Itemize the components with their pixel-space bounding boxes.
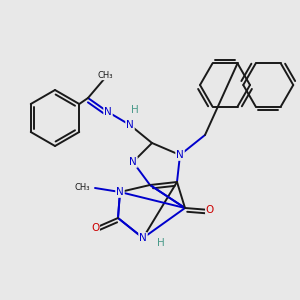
Text: N: N	[104, 107, 112, 117]
Text: N: N	[116, 187, 124, 197]
Text: N: N	[129, 157, 137, 167]
Text: N: N	[139, 233, 147, 243]
Text: H: H	[157, 238, 165, 248]
Text: O: O	[91, 223, 99, 233]
Text: O: O	[206, 205, 214, 215]
Text: H: H	[131, 105, 139, 115]
Text: N: N	[176, 150, 184, 160]
Text: N: N	[126, 120, 134, 130]
Text: CH₃: CH₃	[74, 184, 90, 193]
Text: CH₃: CH₃	[97, 70, 113, 80]
